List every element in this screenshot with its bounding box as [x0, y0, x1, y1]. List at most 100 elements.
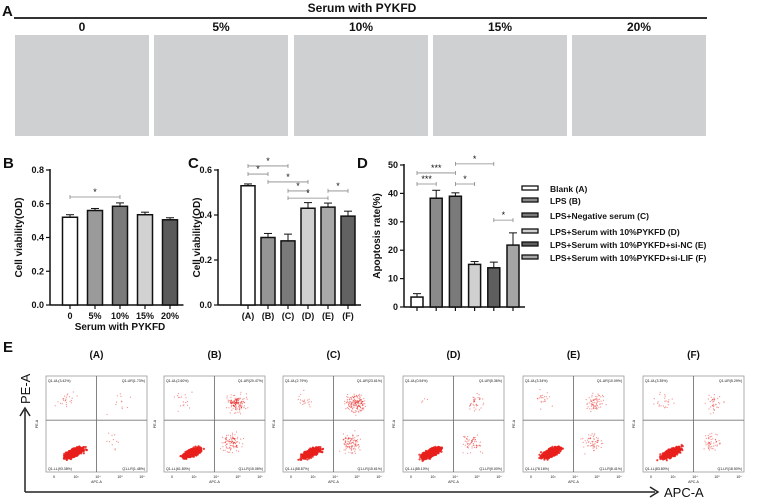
scatter-dot	[302, 403, 304, 406]
x-tick-label: 10⁵	[235, 475, 241, 479]
scatter-dot	[355, 440, 357, 442]
scatter-dot	[363, 397, 365, 400]
scatter-dot	[354, 411, 356, 413]
scatter-dot	[591, 433, 593, 435]
bar	[300, 207, 316, 306]
scatter-dot	[663, 407, 666, 409]
scatter-dot	[299, 399, 302, 401]
x-tick-label: (B)	[262, 311, 275, 321]
scatter-dot	[346, 396, 348, 398]
scatter-dot	[345, 441, 347, 443]
scatter-dot	[592, 392, 594, 394]
significance-label: ***	[421, 174, 432, 184]
scatter-dot	[593, 405, 596, 407]
scatter-dot	[723, 401, 725, 403]
scatter-dot	[432, 449, 436, 452]
scatter-dot	[231, 432, 233, 434]
scatter-dot	[354, 398, 356, 400]
scatter-dot	[240, 406, 243, 409]
scatter-dot	[539, 451, 543, 454]
scatter-dot	[539, 389, 541, 391]
scatter-dot	[467, 447, 469, 449]
scatter-dot	[592, 445, 594, 447]
scatter-dot	[418, 458, 421, 461]
scatter-dot	[483, 402, 485, 404]
y-tick-label: 0.6	[199, 165, 212, 175]
scatter-dot	[307, 402, 309, 404]
scatter-dot	[708, 447, 710, 449]
scatter-dot	[659, 393, 661, 395]
scatter-dot	[355, 400, 357, 402]
scatter-dot	[231, 409, 233, 411]
scatter-dot	[475, 441, 477, 443]
concentration-label: 5%	[212, 20, 230, 34]
scatter-dot	[202, 447, 205, 450]
scatter-dot	[361, 401, 364, 403]
scatter-dot	[709, 447, 711, 449]
scatter-dot	[660, 455, 664, 458]
x-tick-label: 10³	[73, 475, 79, 479]
scatter-dot	[540, 401, 542, 403]
scatter-dot	[598, 395, 600, 397]
scatter-dot	[713, 409, 716, 411]
scatter-dot	[481, 452, 484, 454]
scatter-dot	[241, 403, 243, 405]
scatter-dot	[297, 458, 300, 461]
scatter-dot	[232, 436, 234, 438]
scatter-dot	[358, 393, 361, 395]
scatter-dot	[346, 443, 348, 445]
scatter-dot	[600, 446, 602, 449]
scatter-dot	[226, 395, 228, 397]
scatter-dot	[234, 443, 236, 445]
scatter-dot	[237, 411, 239, 413]
scatter-dot	[344, 452, 346, 454]
quadrant-ur-label: Q1-UR(20.47%)	[238, 379, 263, 383]
y-tick-label: 0.2	[199, 255, 212, 265]
scatter-dot	[359, 398, 361, 400]
scatter-dot	[657, 401, 659, 403]
scatter-dot	[230, 396, 232, 398]
scatter-dot	[236, 397, 238, 400]
panel-letter-e: E	[3, 339, 13, 356]
scatter-dot	[188, 451, 191, 454]
scatter-dot	[68, 396, 70, 398]
scatter-dot	[468, 443, 470, 445]
bar	[136, 213, 154, 306]
scatter-dot	[194, 450, 197, 453]
scatter-dot	[588, 397, 590, 399]
scatter-dot	[242, 400, 244, 402]
legend-swatch	[521, 241, 539, 247]
scatter-dot	[432, 453, 435, 456]
scatter-dot	[321, 448, 324, 451]
chart-e: (A) Q1-UL(3.42%) Q1-UR(1.73%) Q1-LL(93.38%)…	[35, 350, 745, 484]
scatter-dot	[343, 449, 345, 451]
scatter-dot	[68, 455, 71, 458]
scatter-dot	[716, 444, 718, 446]
scatter-dot	[235, 402, 238, 404]
scatter-dot	[473, 400, 475, 403]
scatter-dot	[345, 447, 347, 449]
scatter-dot	[76, 395, 78, 397]
scatter-dot	[364, 403, 366, 405]
bar	[320, 206, 336, 306]
scatter-dot	[75, 450, 78, 453]
scatter-dot	[475, 405, 478, 407]
scatter-dot	[598, 445, 600, 447]
quadrant-ul-label: Q1-UL(3.34%)	[525, 379, 548, 383]
scatter-dot	[590, 442, 592, 444]
scatter-dot	[356, 399, 358, 401]
quadrant-lr-label: Q1-LR(1.48%)	[122, 467, 145, 471]
scatter-dot	[349, 401, 351, 403]
scatter-dot	[358, 447, 360, 449]
scatter-dot	[354, 404, 356, 407]
scatter-dot	[197, 450, 200, 453]
scatter-dot	[590, 434, 592, 436]
x-axis-label: APC-A	[688, 480, 699, 484]
scatter-dot	[716, 434, 718, 436]
scatter-dot	[680, 445, 683, 448]
x-tick-label: 10⁴	[332, 475, 338, 479]
microscopy-image	[294, 35, 428, 136]
scatter-dot	[653, 403, 655, 405]
scatter-dot	[363, 403, 365, 405]
scatter-dot	[713, 442, 715, 444]
